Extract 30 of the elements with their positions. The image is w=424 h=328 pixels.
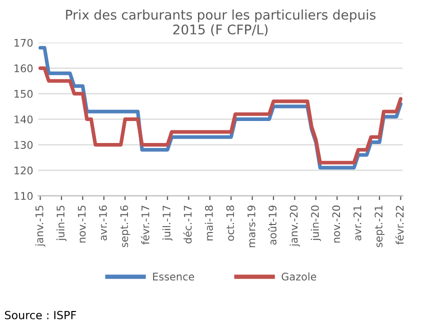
x-tick-label: janv.-15	[35, 206, 46, 247]
x-tick-label: févr.-17	[140, 206, 150, 244]
y-tick-label: 110	[14, 192, 33, 200]
x-tick-label: févr.-22	[395, 206, 404, 244]
x-tick-label: janv.-20	[290, 206, 300, 247]
x-tick-label: sept.-16	[120, 206, 130, 248]
y-tick-label: 170	[14, 38, 33, 47]
line-series	[38, 66, 402, 164]
x-tick-label: déc.-17	[183, 206, 192, 244]
y-tick-label: 120	[14, 166, 33, 174]
chart-title: Prix des carburants pour les particuliers depuis 2015 (F CFP/L)	[66, 10, 376, 36]
y-tick-label: 160	[14, 64, 33, 72]
x-tick-label: mai-18	[204, 206, 213, 240]
y-tick-label: 140	[14, 115, 33, 124]
x-tick-label: nov.-20	[332, 206, 340, 243]
y-tick-label: 130	[14, 140, 33, 149]
x-tick-label: mars-19	[247, 206, 256, 248]
x-tick-label: sept.-21	[374, 206, 385, 248]
x-tick-label: juil.-17	[162, 206, 173, 241]
source-note: Source : ISPF	[4, 310, 76, 320]
x-tick-label: avr.-21	[353, 206, 362, 240]
x-tick-label: juin-15	[56, 206, 67, 242]
x-tick-label: juin-20	[310, 206, 321, 242]
legend-label: Gazole	[282, 272, 316, 281]
y-tick-label: 150	[14, 90, 33, 98]
x-tick-label: août-19	[268, 206, 276, 245]
legend-label: Essence	[153, 272, 194, 281]
x-tick-label: oct.-18	[226, 206, 234, 241]
x-tick-label: nov.-15	[78, 206, 86, 243]
x-tick-label: avr.-16	[99, 206, 107, 240]
